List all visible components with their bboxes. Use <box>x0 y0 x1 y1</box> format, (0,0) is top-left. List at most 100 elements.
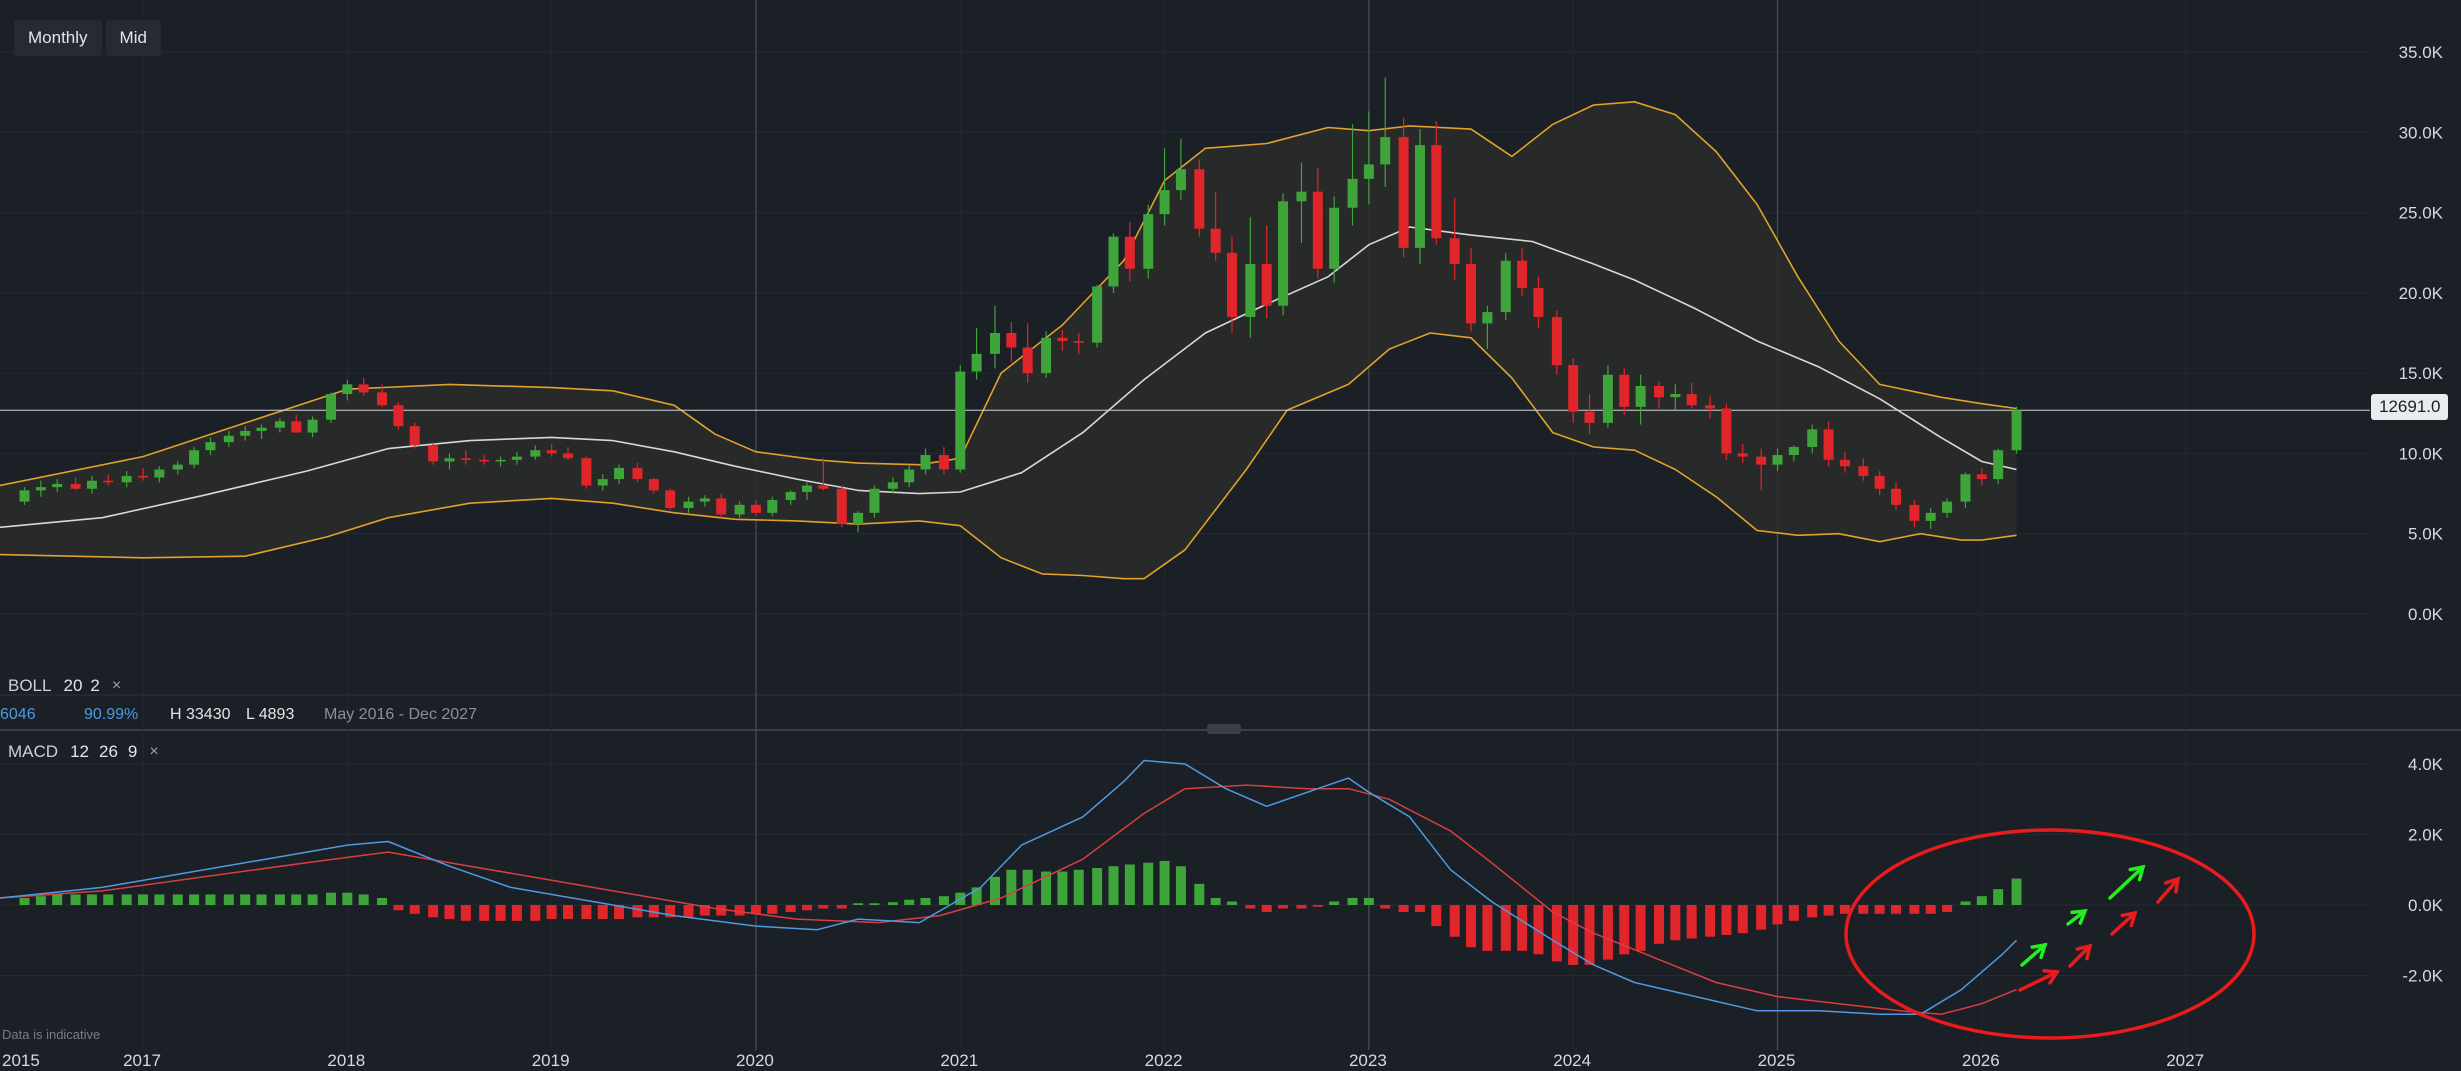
x-tick-label: 2024 <box>1553 1051 1591 1070</box>
candle-body <box>256 427 267 431</box>
candle-body <box>1278 201 1289 306</box>
candle-body <box>1175 169 1186 191</box>
last-price-label: 12691.0 <box>2371 394 2449 420</box>
macd-histogram-bar <box>495 905 506 921</box>
macd-histogram-bar <box>1500 905 1511 951</box>
timeframe-toolbar: Monthly Mid <box>14 20 161 56</box>
candle-body <box>1891 488 1901 505</box>
macd-histogram-bar <box>428 905 439 918</box>
macd-histogram-bar <box>1925 905 1936 914</box>
candle-body <box>1654 385 1664 398</box>
candle-body <box>904 469 915 483</box>
x-tick-label: 2023 <box>1349 1051 1387 1070</box>
candle-body <box>1143 214 1154 269</box>
macd-name: MACD <box>8 742 59 761</box>
candle-body <box>1312 191 1323 269</box>
panel-resize-handle[interactable] <box>1207 724 1241 734</box>
macd-histogram-bar <box>377 897 388 905</box>
candle-body <box>920 455 931 470</box>
macd-histogram-bar <box>2011 878 2022 905</box>
macd-histogram-bar <box>1670 905 1681 941</box>
candle-body <box>955 371 966 470</box>
macd-histogram-bar <box>223 894 234 905</box>
candle-body <box>1006 333 1017 348</box>
candle-body <box>511 456 522 460</box>
candle-body <box>1261 263 1272 306</box>
candle-body <box>869 488 880 513</box>
macd-histogram-bar <box>205 894 216 905</box>
candle-body <box>1635 385 1646 407</box>
macd-histogram-bar <box>1568 905 1579 965</box>
macd-tick-label: 4.0K <box>2408 755 2444 774</box>
macd-histogram-bar <box>1041 871 1052 905</box>
green-arrow-1 <box>2020 943 2047 967</box>
candle-body <box>1124 236 1135 269</box>
boll-period: 20 <box>63 676 83 695</box>
macd-histogram-bar <box>1466 905 1477 948</box>
macd-histogram-bar <box>1194 883 1205 905</box>
macd-histogram-bar <box>1823 905 1834 916</box>
green-arrow-2-head <box>2070 908 2088 925</box>
candle-body <box>428 445 439 462</box>
candle-body <box>103 480 114 483</box>
macd-close-icon[interactable]: × <box>149 743 159 760</box>
price-type-button[interactable]: Mid <box>105 20 161 56</box>
macd-signal-line <box>0 784 2017 1016</box>
candle-body <box>1772 455 1783 465</box>
macd-histogram-bar <box>1807 905 1818 918</box>
macd-histogram-bar <box>1278 905 1289 909</box>
macd-histogram-bar <box>1737 905 1748 934</box>
candle-body <box>1073 341 1084 343</box>
candle-body <box>70 483 81 489</box>
bollinger-bands <box>0 101 2370 580</box>
macd-histogram-bar <box>121 894 132 905</box>
price-tick-label: 10.0K <box>2399 444 2444 463</box>
x-tick-label: 2027 <box>2166 1051 2204 1070</box>
candle-body <box>479 459 490 462</box>
macd-histogram-bar <box>699 905 710 916</box>
macd-histogram-bar <box>1772 905 1783 925</box>
green-arrow-3-head <box>2128 864 2146 882</box>
macd-histogram-bar <box>325 892 336 905</box>
boll-mid-line <box>0 226 2017 529</box>
axes: 35.0K30.0K25.0K20.0K15.0K10.0K5.0K0.0K4.… <box>2 43 2444 1070</box>
price-tick-label: 5.0K <box>2408 525 2444 544</box>
candle-body <box>1670 394 1681 398</box>
candle-body <box>444 458 455 462</box>
candle-body <box>409 426 420 446</box>
macd-histogram-bar <box>1584 905 1595 965</box>
macd-histogram-bar <box>716 905 727 916</box>
candle-body <box>1226 252 1237 317</box>
macd-histogram-bar <box>1602 905 1613 960</box>
candle-body <box>648 479 659 491</box>
candle-body <box>1380 137 1391 165</box>
macd-histogram-bar <box>1619 905 1630 955</box>
candle-body <box>836 488 847 525</box>
candle-body <box>1874 475 1885 489</box>
x-tick-label: 2015 <box>2 1051 40 1070</box>
candle-body <box>785 491 796 500</box>
macd-histogram-bar <box>1960 901 1971 905</box>
candle-body <box>1976 474 1987 480</box>
macd-histogram-bar <box>1296 905 1307 909</box>
boll-low: L 4893 <box>246 706 295 723</box>
candle-body <box>1363 164 1374 179</box>
boll-close-icon[interactable]: × <box>111 677 122 694</box>
macd-histogram-bar <box>1380 905 1391 909</box>
candle-body <box>1041 337 1052 374</box>
candle-body <box>1482 312 1493 324</box>
candle-body <box>971 353 982 372</box>
candle-body <box>1737 453 1748 457</box>
x-tick-label: 2021 <box>940 1051 978 1070</box>
price-tick-label: 20.0K <box>2399 284 2444 303</box>
macd-histogram-bar <box>1073 869 1084 905</box>
timeframe-button[interactable]: Monthly <box>14 20 102 56</box>
candle-body <box>172 464 183 470</box>
candle-body <box>1500 260 1511 313</box>
macd-histogram-bar <box>1449 905 1460 937</box>
candle-body <box>121 475 132 483</box>
green-arrow-1-head <box>2030 942 2048 960</box>
candle-body <box>1347 178 1358 208</box>
candle-body <box>1584 411 1595 423</box>
